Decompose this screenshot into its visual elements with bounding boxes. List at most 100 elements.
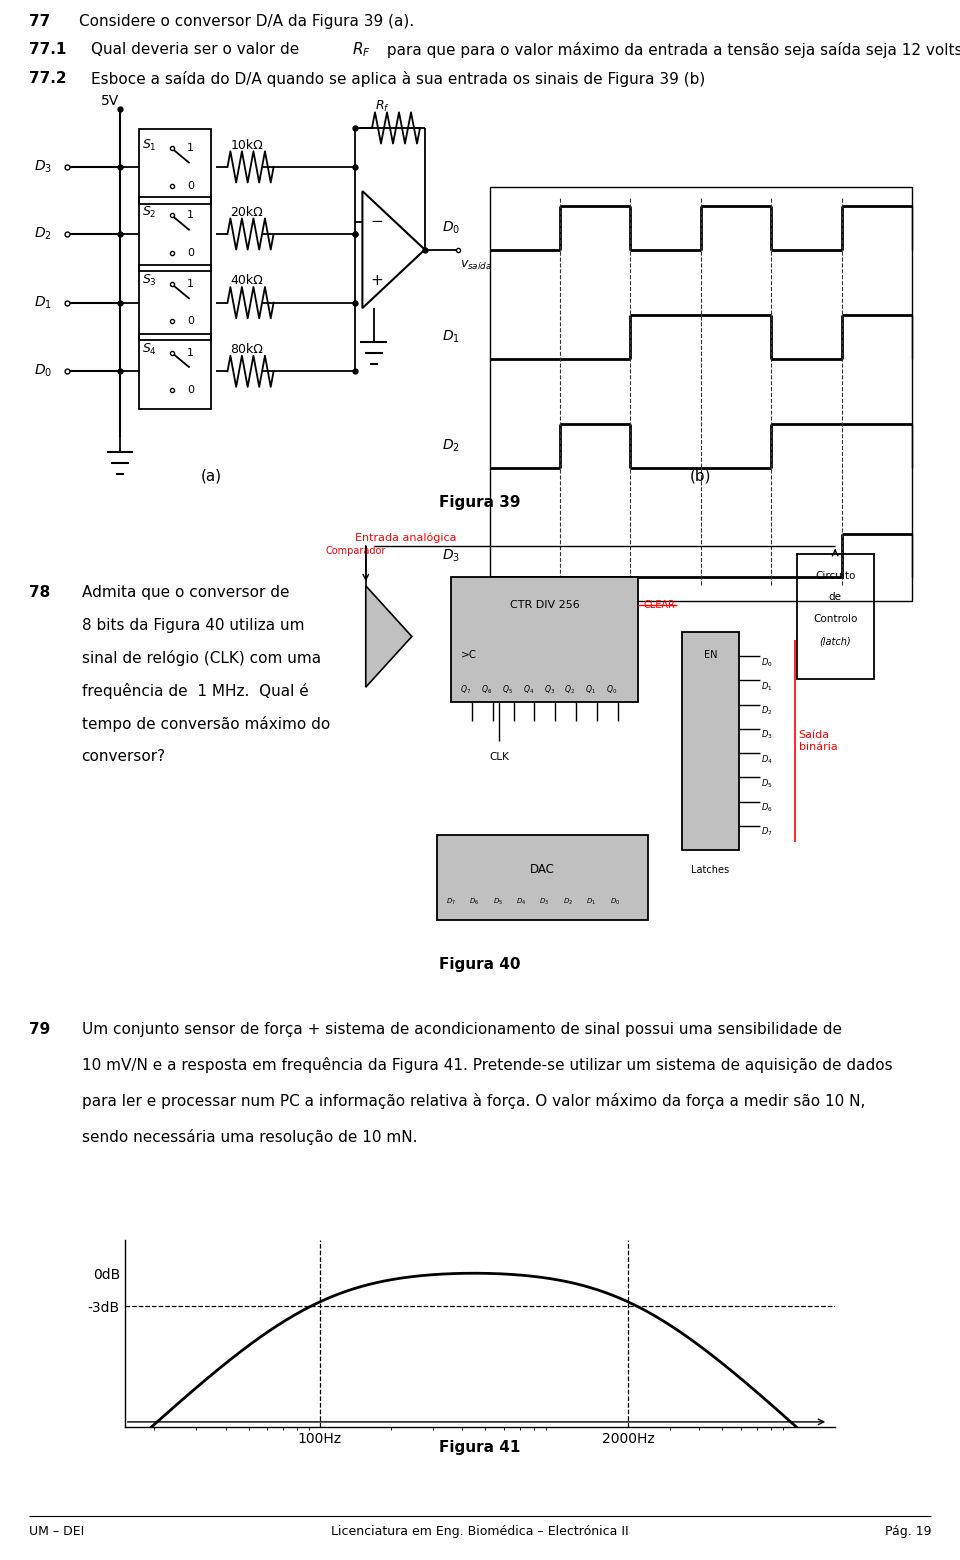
Text: Considere o conversor D/A da Figura 39 (a).: Considere o conversor D/A da Figura 39 (…	[79, 14, 414, 28]
Text: $D_5$: $D_5$	[761, 777, 773, 789]
Text: Qual deveria ser o valor de: Qual deveria ser o valor de	[91, 42, 304, 58]
Text: $D_2$: $D_2$	[761, 705, 773, 718]
Text: $Q_3$: $Q_3$	[543, 683, 555, 696]
Text: $Q_7$: $Q_7$	[461, 683, 471, 696]
Text: −: −	[370, 214, 383, 229]
Text: 20kΩ: 20kΩ	[230, 206, 263, 218]
Bar	[451, 577, 638, 702]
Text: $D_7$: $D_7$	[761, 825, 773, 838]
Text: $D_2$: $D_2$	[563, 897, 573, 906]
Text: sinal de relógio (CLK) com uma: sinal de relógio (CLK) com uma	[82, 651, 321, 666]
Text: $Q_6$: $Q_6$	[481, 683, 492, 696]
Text: 0: 0	[187, 248, 194, 257]
Text: para que para o valor máximo da entrada a tensão seja saída seja 12 volts?: para que para o valor máximo da entrada …	[382, 42, 960, 58]
Bar	[490, 187, 912, 601]
Bar	[139, 334, 211, 409]
Text: 10kΩ: 10kΩ	[230, 139, 263, 151]
Text: Esboce a saída do D/A quando se aplica à sua entrada os sinais de Figura 39 (b): Esboce a saída do D/A quando se aplica à…	[91, 70, 706, 87]
Text: $D_2$: $D_2$	[34, 226, 52, 242]
Text: $D_3$: $D_3$	[442, 548, 460, 563]
Text: 8 bits da Figura 40 utiliza um: 8 bits da Figura 40 utiliza um	[82, 618, 304, 633]
Text: 1: 1	[187, 144, 194, 153]
Text: $D_4$: $D_4$	[761, 753, 773, 766]
Text: $D_1$: $D_1$	[761, 680, 773, 693]
Text: 0: 0	[187, 385, 194, 395]
Text: $D_1$: $D_1$	[587, 897, 596, 906]
Text: $D_3$: $D_3$	[540, 897, 549, 906]
Text: 77.2: 77.2	[29, 72, 66, 86]
Text: 78: 78	[29, 585, 50, 601]
Text: Admita que o conversor de: Admita que o conversor de	[82, 585, 289, 601]
Text: CTR DIV 256: CTR DIV 256	[510, 601, 580, 610]
Text: Latches: Latches	[691, 866, 730, 875]
Text: 1: 1	[187, 279, 194, 289]
Text: $R_f$: $R_f$	[375, 98, 390, 114]
Text: 1: 1	[187, 348, 194, 357]
Bar	[682, 632, 739, 850]
Text: Figura 39: Figura 39	[440, 495, 520, 510]
Text: 40kΩ: 40kΩ	[230, 275, 263, 287]
Text: $Q_0$: $Q_0$	[606, 683, 617, 696]
Text: $D_4$: $D_4$	[516, 897, 526, 906]
Text: $S_2$: $S_2$	[142, 204, 156, 220]
Text: $D_0$: $D_0$	[442, 220, 460, 236]
Text: 79: 79	[29, 1022, 50, 1037]
Text: frequência de  1 MHz.  Qual é: frequência de 1 MHz. Qual é	[82, 683, 308, 699]
Text: $R_F$: $R_F$	[352, 41, 372, 59]
Text: 77.1: 77.1	[29, 42, 66, 58]
Text: 0: 0	[187, 317, 194, 326]
Text: $Q_2$: $Q_2$	[564, 683, 575, 696]
Text: $D_1$: $D_1$	[442, 329, 460, 345]
Polygon shape	[366, 587, 412, 686]
Text: Pág. 19: Pág. 19	[885, 1526, 931, 1538]
Text: 10 mV/N e a resposta em frequência da Figura 41. Pretende-se utilizar um sistema: 10 mV/N e a resposta em frequência da Fi…	[82, 1058, 892, 1073]
Text: UM – DEI: UM – DEI	[29, 1526, 84, 1538]
Text: 5V: 5V	[101, 95, 119, 108]
Text: $D_1$: $D_1$	[34, 295, 52, 310]
Text: 77: 77	[29, 14, 50, 28]
Text: sendo necessária uma resolução de 10 mN.: sendo necessária uma resolução de 10 mN.	[82, 1129, 417, 1145]
Text: +: +	[370, 273, 383, 289]
Text: Circuito: Circuito	[815, 571, 855, 580]
Text: $Q_1$: $Q_1$	[586, 683, 596, 696]
Text: >C: >C	[461, 651, 477, 660]
Text: $D_5$: $D_5$	[492, 897, 503, 906]
Bar	[139, 129, 211, 204]
Text: $D_2$: $D_2$	[442, 438, 460, 454]
Text: 0: 0	[187, 181, 194, 190]
Text: Comparador: Comparador	[326, 546, 386, 555]
Text: $D_0$: $D_0$	[34, 363, 52, 379]
Text: Figura 41: Figura 41	[440, 1440, 520, 1455]
Text: Licenciatura em Eng. Biomédica – Electrónica II: Licenciatura em Eng. Biomédica – Electró…	[331, 1526, 629, 1538]
Text: $D_6$: $D_6$	[761, 802, 773, 814]
Text: para ler e processar num PC a informação relativa à força. O valor máximo da for: para ler e processar num PC a informação…	[82, 1094, 865, 1109]
Text: conversor?: conversor?	[82, 749, 166, 764]
Text: $D_3$: $D_3$	[761, 729, 773, 741]
Text: Saída
binária: Saída binária	[799, 730, 837, 752]
Text: $D_3$: $D_3$	[34, 159, 52, 175]
Text: CLK: CLK	[490, 752, 509, 761]
Text: $Q_5$: $Q_5$	[502, 683, 513, 696]
Text: $D_0$: $D_0$	[610, 897, 620, 906]
Text: $v_{saída}$: $v_{saída}$	[461, 259, 492, 271]
Text: Controlo: Controlo	[813, 615, 857, 624]
Text: $D_0$: $D_0$	[761, 657, 773, 669]
Text: Entrada analógica: Entrada analógica	[355, 534, 457, 543]
Bar	[139, 197, 211, 271]
Text: 80kΩ: 80kΩ	[230, 343, 263, 356]
Text: CLEAR: CLEAR	[643, 601, 675, 610]
Text: $S_4$: $S_4$	[142, 342, 157, 357]
Text: EN: EN	[704, 651, 717, 660]
Text: Figura 40: Figura 40	[440, 956, 520, 972]
Text: $D_6$: $D_6$	[469, 897, 479, 906]
Bar	[437, 835, 648, 920]
Text: tempo de conversão máximo do: tempo de conversão máximo do	[82, 716, 330, 732]
Text: 1: 1	[187, 211, 194, 220]
Text: $Q_4$: $Q_4$	[523, 683, 534, 696]
Text: Um conjunto sensor de força + sistema de acondicionamento de sinal possui uma se: Um conjunto sensor de força + sistema de…	[82, 1022, 842, 1037]
Text: (a): (a)	[201, 468, 222, 484]
Bar	[139, 265, 211, 340]
Bar	[797, 554, 874, 679]
Text: $S_3$: $S_3$	[142, 273, 156, 289]
Text: DAC: DAC	[530, 863, 555, 877]
